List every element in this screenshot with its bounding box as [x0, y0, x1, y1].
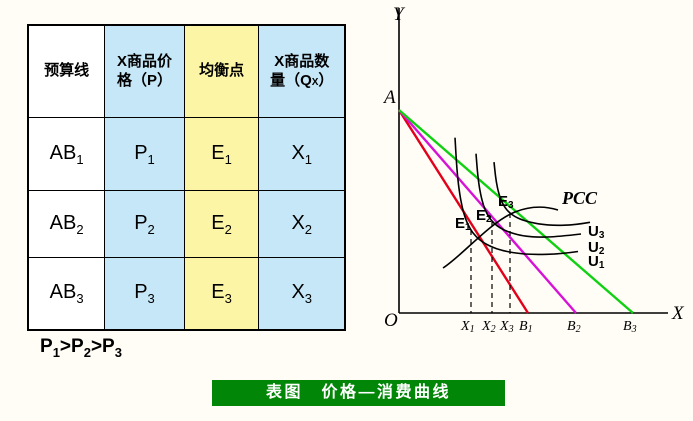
svg-text:X: X	[671, 303, 685, 324]
svg-text:E2: E2	[476, 207, 492, 225]
svg-text:PCC: PCC	[561, 188, 598, 208]
svg-text:X3: X3	[499, 319, 514, 335]
svg-text:B2: B2	[567, 319, 581, 335]
svg-text:A: A	[382, 87, 396, 108]
svg-text:E3: E3	[498, 193, 514, 211]
svg-text:X2: X2	[481, 319, 496, 335]
svg-text:B1: B1	[519, 319, 533, 335]
svg-text:X1: X1	[460, 319, 475, 335]
svg-text:B3: B3	[623, 319, 637, 335]
svg-text:Y: Y	[393, 4, 406, 25]
svg-text:O: O	[384, 310, 398, 331]
